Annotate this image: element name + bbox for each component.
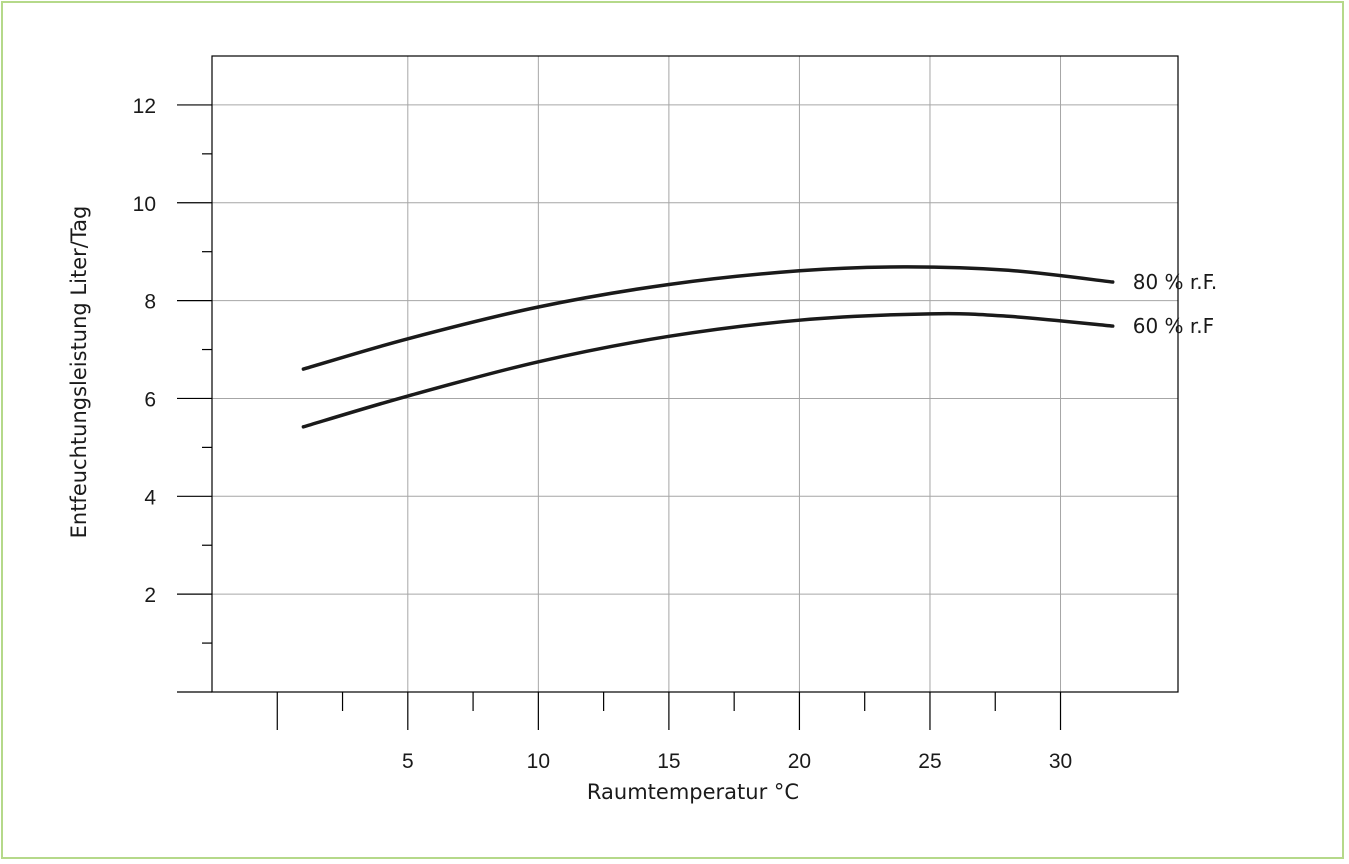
x-tick-label: 15: [657, 750, 680, 773]
grid: [212, 56, 1178, 692]
y-tick-label: 8: [144, 291, 156, 314]
y-tick-label: 6: [144, 388, 156, 411]
x-tick-label: 30: [1049, 750, 1072, 773]
y-tick-label: 4: [144, 486, 156, 509]
series-line-2: [301, 311, 1115, 429]
series-lines: 80 % r.F. 60 % r.F: [301, 265, 1218, 429]
series-label-1: 80 % r.F.: [1133, 270, 1218, 294]
y-tick-label: 2: [144, 584, 156, 607]
plot-area: [211, 55, 1179, 693]
x-tick-label: 10: [527, 750, 550, 773]
y-tick-label: 10: [133, 193, 156, 216]
x-axis-title: Raumtemperatur °C: [587, 780, 799, 804]
y-tick-label: 12: [133, 95, 156, 118]
x-tick-label: 20: [788, 750, 811, 773]
series-line-1: [301, 265, 1115, 371]
x-tick-label: 25: [918, 750, 941, 773]
series-label-2: 60 % r.F: [1133, 314, 1214, 338]
y-axis-title: Entfeuchtungsleistung Liter/Tag: [67, 206, 91, 539]
x-tick-label: 5: [402, 750, 414, 773]
axis-ticks: 2 4 6 8 10 12 5 10 15 20 25 30: [133, 95, 1073, 773]
